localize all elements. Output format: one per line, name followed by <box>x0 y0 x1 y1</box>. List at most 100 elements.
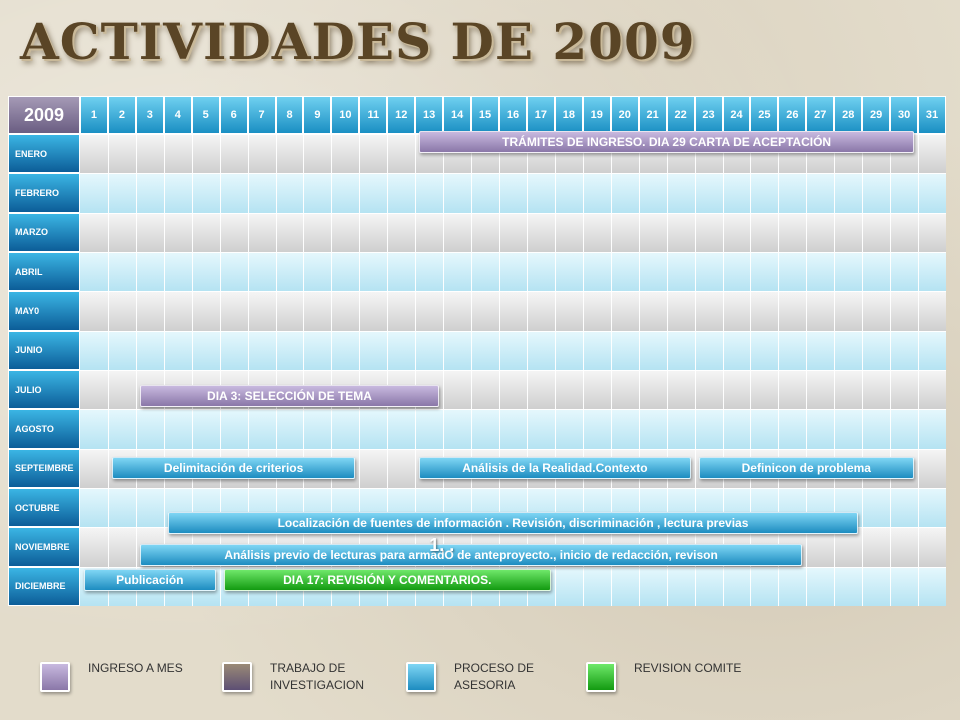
month-label: ENERO <box>8 134 80 174</box>
day-header: 16 <box>499 96 527 134</box>
day-divider <box>554 134 556 606</box>
day-divider <box>694 134 696 606</box>
day-divider <box>443 134 445 606</box>
day-divider <box>219 134 221 606</box>
day-divider <box>862 134 864 606</box>
month-label: OCTUBRE <box>8 488 80 528</box>
month-label: JULIO <box>8 370 80 410</box>
legend-label: PROCESO DE ASESORIA <box>454 661 535 692</box>
legend-swatch <box>586 662 616 692</box>
day-header: 12 <box>387 96 416 134</box>
day-header: 24 <box>722 96 751 134</box>
day-divider <box>331 134 333 606</box>
day-header: 3 <box>135 96 164 134</box>
calendar-row <box>80 212 946 252</box>
day-header: 4 <box>163 96 192 134</box>
day-divider <box>499 134 501 606</box>
day-divider <box>303 134 305 606</box>
month-label: DICIEMBRE <box>8 566 80 606</box>
day-header: 8 <box>275 96 304 134</box>
day-divider <box>415 134 417 606</box>
day-header: 21 <box>638 96 667 134</box>
calendar-row <box>80 409 946 449</box>
day-header: 22 <box>666 96 695 134</box>
month-label: NOVIEMBRE <box>8 527 80 567</box>
day-divider <box>582 134 584 606</box>
row-divider <box>80 330 946 332</box>
day-header: 13 <box>415 96 444 134</box>
day-header: 30 <box>890 96 919 134</box>
day-header: 25 <box>750 96 779 134</box>
row-divider <box>80 173 946 175</box>
day-divider <box>275 134 277 606</box>
legend-swatch <box>406 662 436 692</box>
day-header: 5 <box>191 96 220 134</box>
overlay-text: 1. . <box>429 535 455 556</box>
month-label: AGOSTO <box>8 409 80 449</box>
day-header: 10 <box>331 96 360 134</box>
row-divider <box>80 252 946 253</box>
day-divider <box>750 134 752 606</box>
calendar-row <box>80 330 946 370</box>
day-header: 23 <box>694 96 723 134</box>
task-bar: Localización de fuentes de información .… <box>167 512 859 535</box>
legend-label: REVISION COMITE <box>634 661 742 675</box>
day-header: 18 <box>554 96 583 134</box>
day-header: 27 <box>806 96 835 134</box>
calendar-row <box>80 173 946 213</box>
day-header: 19 <box>582 96 611 134</box>
day-divider <box>387 134 389 606</box>
day-divider <box>638 134 640 606</box>
year-header: 2009 <box>8 96 80 134</box>
legend-label: INGRESO A MES <box>88 661 183 675</box>
task-bar: Definicon de problema <box>698 457 915 480</box>
task-bar: Delimitación de criterios <box>111 457 356 480</box>
day-header: 14 <box>443 96 472 134</box>
day-header: 29 <box>862 96 891 134</box>
task-bar: Análisis previo de lecturas para armadO … <box>139 543 803 566</box>
legend-swatch <box>222 662 252 692</box>
day-header: 9 <box>303 96 332 134</box>
day-divider <box>778 134 780 606</box>
day-header: 11 <box>359 96 388 134</box>
day-header: 6 <box>219 96 248 134</box>
row-divider <box>80 291 946 293</box>
day-divider <box>135 134 137 606</box>
day-header: 17 <box>526 96 555 134</box>
month-label: MAY0 <box>8 291 80 331</box>
month-label: JUNIO <box>8 330 80 370</box>
row-divider <box>80 409 946 411</box>
row-divider <box>80 566 946 568</box>
month-label: MARZO <box>8 212 80 252</box>
task-bar: Publicación <box>84 569 216 592</box>
task-bar: DIA 3: SELECCIÓN DE TEMA <box>139 384 440 407</box>
day-divider <box>359 134 361 606</box>
day-divider <box>722 134 724 606</box>
row-divider <box>80 448 946 450</box>
row-divider <box>80 370 946 371</box>
day-divider <box>806 134 808 606</box>
day-header: 28 <box>834 96 863 134</box>
task-bar: DIA 17: REVISIÓN Y COMENTARIOS. <box>223 569 551 592</box>
month-label: ABRIL <box>8 252 80 292</box>
month-label: SEPTEIMBRE <box>8 448 80 488</box>
day-divider <box>890 134 892 606</box>
day-divider <box>163 134 165 606</box>
day-divider <box>247 134 249 606</box>
legend-swatch <box>40 662 70 692</box>
calendar-row <box>80 291 946 331</box>
day-header: 15 <box>471 96 500 134</box>
day-divider <box>610 134 612 606</box>
day-divider <box>834 134 836 606</box>
legend-label: TRABAJO DE INVESTIGACION <box>270 661 365 692</box>
day-divider <box>666 134 668 606</box>
day-divider <box>918 134 920 606</box>
day-header: 2 <box>107 96 136 134</box>
task-bar: TRÁMITES DE INGRESO. DIA 29 CARTA DE ACE… <box>419 130 915 153</box>
activity-calendar: 2009 1 2 3 4 5 6 7 8 9 10 11 12 13 14 15 16 17 18 19 20 21 22… <box>8 96 946 606</box>
day-header: 7 <box>247 96 276 134</box>
row-divider <box>80 488 946 489</box>
day-divider <box>471 134 473 606</box>
day-divider <box>107 134 109 606</box>
day-header: 1 <box>80 96 108 134</box>
